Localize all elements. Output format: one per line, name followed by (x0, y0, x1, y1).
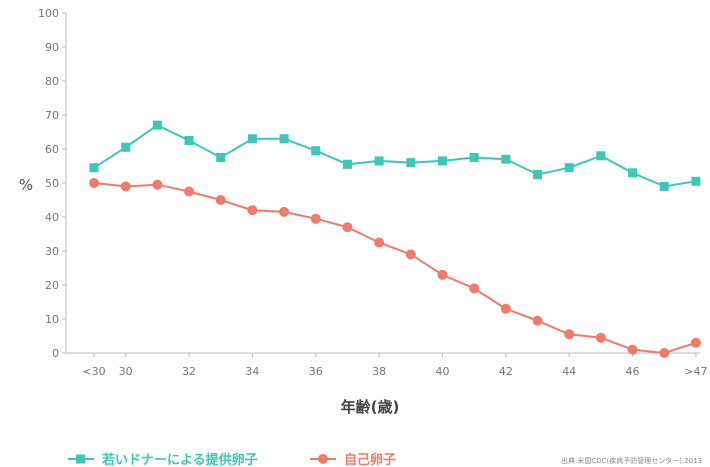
data-point (595, 332, 606, 343)
data-point (342, 222, 353, 233)
data-point (184, 136, 194, 145)
data-point (152, 179, 163, 190)
y-tick-label: 100 (38, 7, 59, 20)
data-point (437, 269, 448, 280)
legend: 若いドナーによる提供卵子 自己卵子 (68, 452, 396, 467)
legend-marker-donor (76, 454, 85, 464)
data-point (216, 153, 226, 162)
data-point (374, 237, 385, 248)
data-point (627, 344, 638, 355)
data-point (533, 170, 543, 179)
series-line (93, 124, 697, 188)
y-tick-label: 20 (45, 279, 59, 292)
x-tick-label: 38 (372, 365, 386, 378)
data-point (374, 156, 384, 166)
data-point (279, 134, 289, 144)
y-tick-label: 90 (45, 41, 59, 54)
series-line (93, 182, 697, 355)
data-point (310, 213, 321, 224)
data-point (596, 151, 606, 161)
data-point (406, 158, 416, 168)
x-tick-label: 44 (562, 365, 576, 378)
x-tick-label: 34 (245, 365, 259, 378)
data-point (120, 181, 131, 192)
x-tick-label: >47 (684, 365, 707, 378)
series-0 (89, 120, 701, 191)
data-point (405, 249, 416, 260)
data-point (247, 205, 258, 216)
y-tick-label: 40 (45, 211, 59, 224)
data-point (501, 154, 511, 164)
x-tick-label: 30 (119, 365, 133, 378)
data-point (469, 283, 480, 294)
series-1 (89, 178, 701, 358)
data-point (469, 153, 479, 162)
data-point (628, 168, 638, 178)
data-point (564, 329, 575, 340)
x-axis-label: 年齢(歳) (341, 398, 400, 416)
data-point (311, 146, 321, 156)
data-point (691, 176, 701, 186)
legend-item-donor: 若いドナーによる提供卵子 (68, 452, 258, 467)
legend-marker-own (318, 454, 328, 464)
data-point (89, 178, 99, 188)
data-point (152, 120, 162, 130)
data-point (247, 134, 257, 144)
legend-label-own: 自己卵子 (344, 452, 396, 467)
x-tick-label: 46 (626, 365, 640, 378)
data-point (532, 315, 543, 326)
data-point (121, 142, 131, 152)
data-point (184, 186, 195, 197)
x-tick-label: 36 (309, 365, 323, 378)
data-point (500, 303, 511, 314)
x-tick-label: 32 (182, 365, 196, 378)
data-point (437, 156, 447, 166)
data-point (342, 159, 352, 169)
x-tick-label: <30 (82, 365, 105, 378)
legend-item-own: 自己卵子 (310, 452, 396, 467)
y-tick-label: 70 (45, 109, 59, 122)
y-tick-label: 0 (52, 347, 59, 360)
data-point (279, 206, 290, 217)
data-point (215, 195, 226, 205)
data-point (659, 348, 670, 358)
y-axis-label: % (19, 176, 33, 194)
data-point (690, 337, 701, 348)
x-tick-label: 42 (499, 365, 513, 378)
y-tick-label: 60 (45, 143, 59, 156)
y-tick-label: 10 (45, 313, 59, 326)
y-tick-label: 50 (45, 177, 59, 190)
x-axis: <30 30 32 34 36 38 40 42 44 46 >47 (66, 352, 708, 378)
series-layer (89, 120, 701, 358)
data-point (89, 163, 99, 173)
data-point (564, 163, 574, 173)
data-point (659, 181, 669, 191)
y-tick-label: 80 (45, 75, 59, 88)
y-axis: 0 10 20 30 40 50 60 70 80 90 100 (38, 7, 67, 360)
legend-label-donor: 若いドナーによる提供卵子 (101, 452, 258, 467)
source-note: 出典:米国CDC(疾病予防管理センター),2013 (561, 456, 702, 465)
y-tick-label: 30 (45, 245, 59, 258)
x-tick-label: 40 (435, 365, 449, 378)
